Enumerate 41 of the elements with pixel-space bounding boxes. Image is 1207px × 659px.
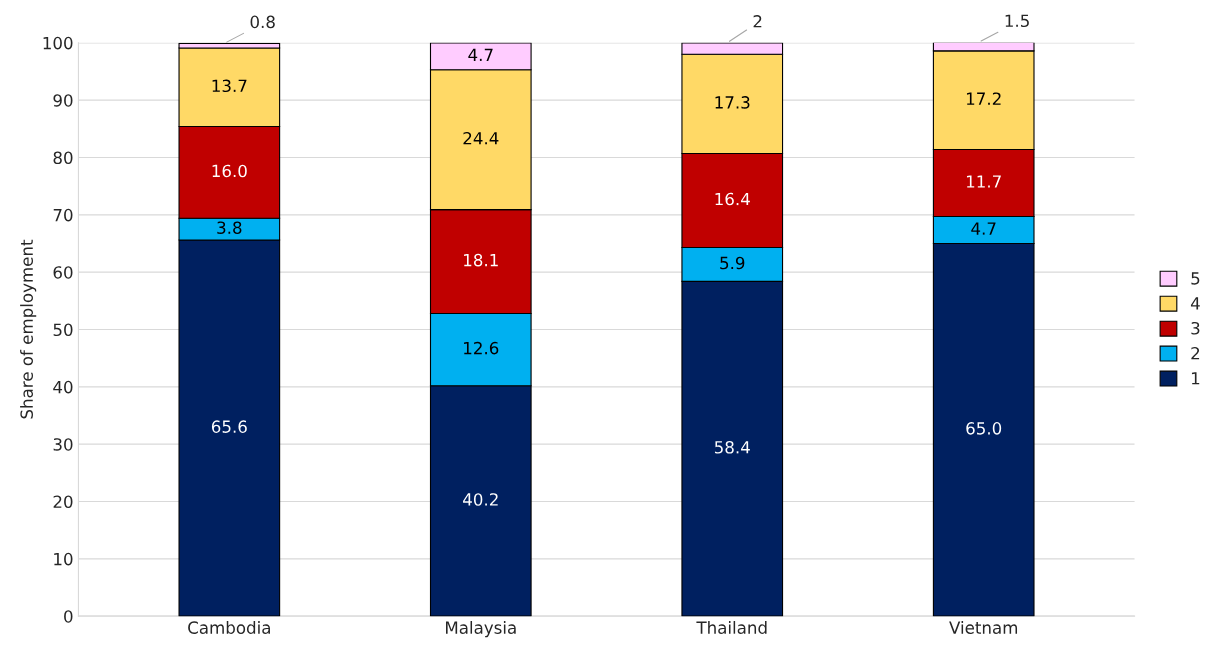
y-tick-label: 10 [54, 552, 73, 566]
data-label: 4.7 [971, 222, 996, 235]
y-tick-label: 30 [53, 438, 73, 451]
y-tick-label: 60 [53, 266, 73, 279]
y-tick-label: 50 [53, 323, 73, 337]
y-tick-label: 80 [53, 151, 73, 165]
data-label: 13.7 [212, 79, 247, 93]
data-label: 4.7 [468, 48, 493, 61]
data-label: 17.3 [715, 96, 750, 109]
data-label: 16.0 [212, 164, 247, 178]
x-tick-label: Cambodia [188, 621, 270, 634]
data-label: 65.0 [966, 422, 1002, 435]
legend-label: 5 [1191, 272, 1200, 285]
data-label: 1.5 [1005, 14, 1029, 28]
y-axis-title: Share of employment [20, 239, 37, 419]
y-tick-label: 100 [43, 36, 73, 50]
legend-label: 3 [1191, 321, 1200, 335]
legend-label: 2 [1191, 346, 1200, 360]
x-tick-label: Thailand [696, 621, 767, 634]
y-tick-label: 40 [53, 380, 73, 394]
y-tick-label: 20 [53, 495, 73, 509]
data-label: 5.9 [720, 256, 745, 270]
data-label: 18.1 [464, 253, 498, 267]
data-label: 17.2 [966, 92, 1001, 105]
data-label: 3.8 [217, 221, 242, 234]
data-label: 16.4 [715, 192, 750, 206]
x-tick-label: Vietnam [949, 621, 1018, 634]
y-tick-label: 90 [53, 94, 73, 107]
y-tick-label: 70 [53, 208, 73, 222]
data-label: 58.4 [714, 440, 750, 454]
legend-label: 4 [1190, 297, 1200, 310]
data-label: 2 [753, 15, 762, 28]
data-label: 65.6 [211, 420, 247, 433]
data-label: 40.2 [463, 493, 498, 506]
data-label: 0.8 [250, 15, 275, 29]
y-tick-label: 0 [64, 610, 73, 623]
legend-label: 1 [1191, 372, 1200, 385]
data-label: 12.6 [464, 341, 499, 355]
x-tick-label: Malaysia [446, 621, 516, 638]
data-label: 11.7 [966, 175, 1001, 188]
data-label: 24.4 [463, 131, 499, 145]
